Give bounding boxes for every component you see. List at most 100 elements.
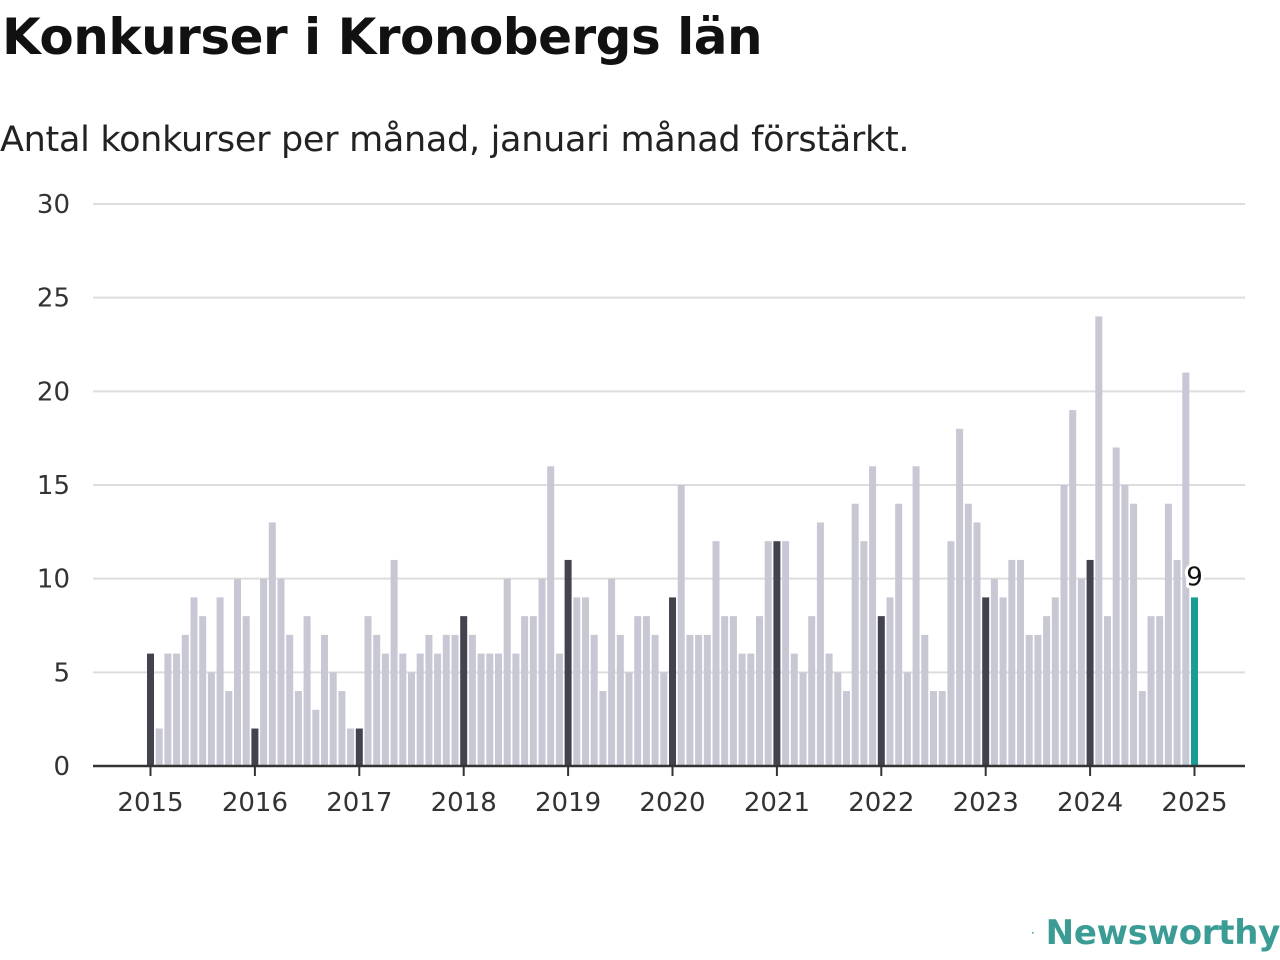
bar (642, 616, 650, 766)
y-tick-label: 5 (53, 658, 70, 688)
bar (616, 634, 624, 766)
bar (199, 616, 207, 766)
bar (364, 616, 372, 766)
brand-name: Newsworthy (1045, 913, 1280, 953)
y-tick-label: 20 (37, 377, 70, 407)
bar-january (251, 728, 259, 766)
bar (512, 653, 520, 766)
bar (625, 672, 633, 766)
bar (912, 466, 920, 766)
bar (677, 485, 685, 766)
bar (399, 653, 407, 766)
bars (147, 316, 1198, 766)
bar (408, 672, 415, 766)
bar (895, 503, 903, 766)
bar (582, 597, 589, 766)
bar (434, 653, 442, 766)
y-tick-label: 30 (37, 190, 70, 220)
bar (451, 634, 459, 766)
bar (503, 578, 511, 766)
bar (590, 634, 598, 766)
bar (207, 672, 215, 766)
brand-logo: Newsworthy (1032, 908, 1280, 958)
bar (468, 634, 476, 766)
bar (973, 522, 981, 766)
bar (851, 503, 859, 766)
bar (286, 634, 294, 766)
bar (547, 466, 555, 766)
bar (477, 653, 485, 766)
y-tick-label: 15 (37, 471, 70, 501)
bar (1130, 503, 1138, 766)
bar (555, 653, 563, 766)
bar (173, 653, 181, 766)
x-tick-label: 2017 (326, 788, 392, 818)
bar (312, 709, 320, 766)
latest-value-label: 9 (1186, 562, 1203, 592)
bar (799, 672, 807, 766)
y-tick-label: 10 (37, 565, 70, 595)
bar-january (877, 616, 885, 766)
bar (181, 634, 189, 766)
bar (225, 691, 233, 766)
bar (686, 634, 694, 766)
bar (1069, 410, 1077, 766)
bar (1077, 578, 1085, 766)
bar (764, 541, 772, 766)
bar (1008, 559, 1016, 766)
bar (712, 541, 720, 766)
newsworthy-logo-icon (1032, 932, 1034, 934)
bar (190, 597, 198, 766)
chart-subtitle: Antal konkurser per månad, januari månad… (0, 120, 910, 160)
bar (903, 672, 911, 766)
bar (486, 653, 494, 766)
bar (738, 653, 746, 766)
bar (869, 466, 877, 766)
bar (347, 728, 355, 766)
x-tick-label: 2021 (744, 788, 810, 818)
bar-january (355, 728, 363, 766)
bar (538, 578, 546, 766)
bar (1182, 372, 1190, 766)
x-tick-label: 2023 (953, 788, 1019, 818)
data-labels: 9 (1183, 559, 1206, 595)
bar (1025, 634, 1033, 766)
bar-january (1086, 559, 1094, 766)
bar (1121, 485, 1129, 766)
bar (843, 691, 850, 766)
bar (529, 616, 537, 766)
bar-january (982, 597, 990, 766)
x-tick-label: 2025 (1161, 788, 1227, 818)
bar (747, 653, 755, 766)
bar (242, 616, 250, 766)
x-tick-label: 2024 (1057, 788, 1123, 818)
bar (1147, 616, 1155, 766)
bar (155, 728, 163, 766)
bar (573, 597, 581, 766)
bar-january (1191, 597, 1198, 766)
bar (695, 634, 703, 766)
bar (886, 597, 894, 766)
bar (921, 634, 929, 766)
x-tick-label: 2015 (117, 788, 183, 818)
bar-january (460, 616, 468, 766)
bar (373, 634, 381, 766)
bar (1095, 316, 1103, 766)
bar (999, 597, 1007, 766)
bar (416, 653, 424, 766)
bar (808, 616, 816, 766)
bar (660, 672, 668, 766)
bar (703, 634, 711, 766)
x-tick-label: 2020 (639, 788, 705, 818)
bar (1138, 691, 1146, 766)
bar (268, 522, 276, 766)
bar (860, 541, 868, 766)
bar (521, 616, 529, 766)
bar (321, 634, 328, 766)
chart-title: Konkurser i Kronobergs län (2, 8, 763, 66)
bar (782, 541, 790, 766)
bar-january (147, 653, 154, 766)
bar (956, 428, 964, 766)
bar (938, 691, 946, 766)
